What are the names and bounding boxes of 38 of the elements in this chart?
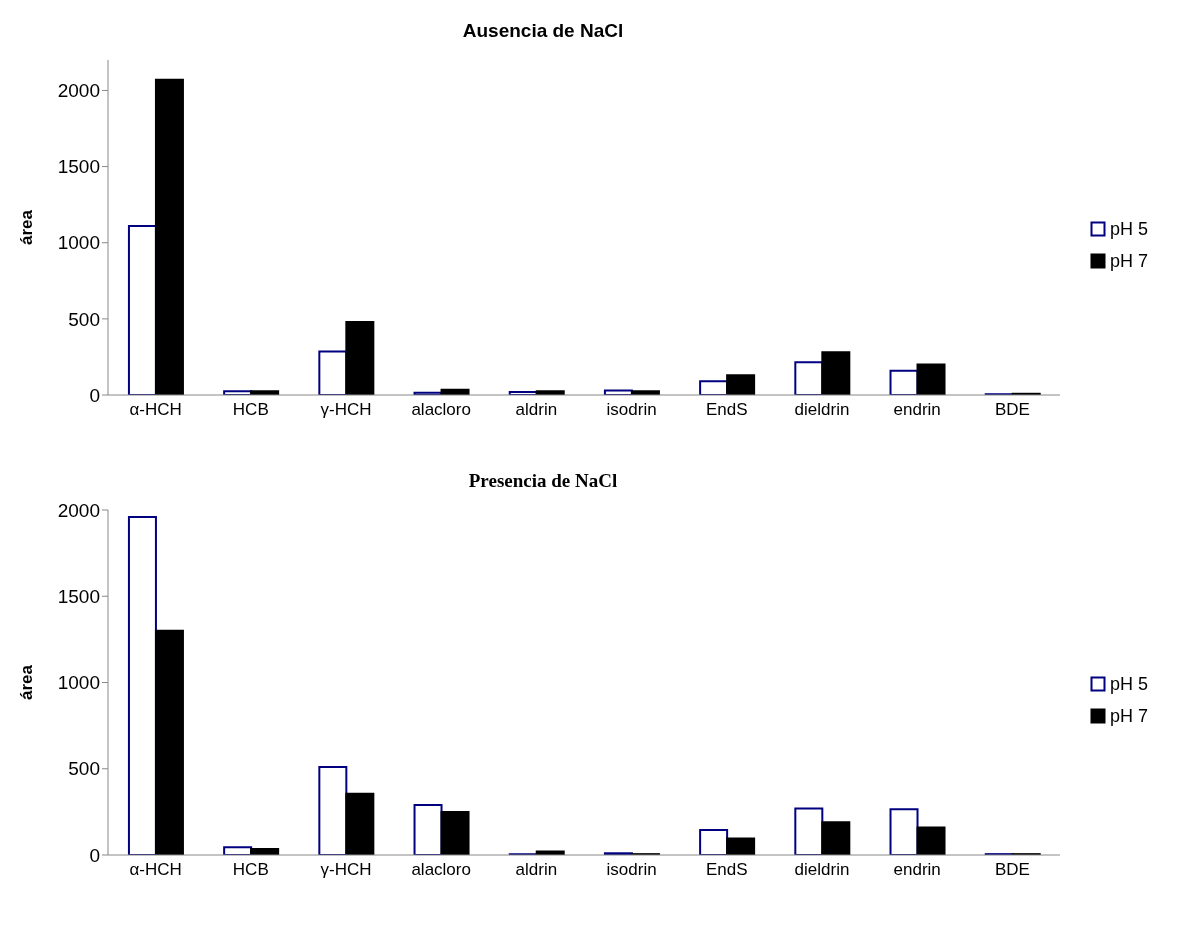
y-axis-title: área bbox=[17, 209, 37, 245]
y-tick-label: 1500 bbox=[57, 156, 100, 178]
legend-label: pH 7 bbox=[1109, 705, 1148, 728]
y-axis-title: área bbox=[17, 664, 37, 700]
x-tick-label: γ-HCH bbox=[320, 860, 372, 880]
y-tick-label: 500 bbox=[68, 758, 100, 780]
x-tick-label: aldrin bbox=[515, 860, 558, 880]
y-tick-label: 1500 bbox=[57, 585, 100, 607]
x-tick-label: dieldrin bbox=[794, 400, 850, 420]
x-tick-label: isodrin bbox=[606, 400, 657, 420]
x-tick-label: endrin bbox=[893, 860, 941, 880]
y-tick-label: 2000 bbox=[57, 499, 100, 521]
legend-label: pH 7 bbox=[1109, 250, 1148, 273]
x-tick-label: BDE bbox=[994, 860, 1030, 880]
x-tick-label: EndS bbox=[705, 860, 748, 880]
x-tick-label: alacloro bbox=[411, 860, 471, 880]
y-tick-label: 0 bbox=[89, 384, 100, 406]
x-tick-label: dieldrin bbox=[794, 860, 850, 880]
chart-title: Ausencia de NaCl bbox=[461, 20, 625, 43]
legend-label: pH 5 bbox=[1109, 673, 1148, 696]
x-tick-label: BDE bbox=[994, 400, 1030, 420]
legend-label: pH 5 bbox=[1109, 218, 1148, 241]
x-tick-label: α-HCH bbox=[129, 860, 182, 880]
y-tick-label: 2000 bbox=[57, 80, 100, 102]
chart-title: Presencia de NaCl bbox=[467, 470, 619, 493]
y-tick-label: 500 bbox=[68, 308, 100, 330]
x-tick-label: HCB bbox=[232, 400, 269, 420]
x-tick-label: γ-HCH bbox=[320, 400, 372, 420]
x-tick-label: HCB bbox=[232, 860, 269, 880]
y-tick-label: 1000 bbox=[57, 232, 100, 254]
x-tick-label: EndS bbox=[705, 400, 748, 420]
x-tick-label: endrin bbox=[893, 400, 941, 420]
x-tick-label: aldrin bbox=[515, 400, 558, 420]
x-tick-label: isodrin bbox=[606, 860, 657, 880]
x-tick-label: α-HCH bbox=[129, 400, 182, 420]
y-tick-label: 1000 bbox=[57, 672, 100, 694]
x-tick-label: alacloro bbox=[411, 400, 471, 420]
y-tick-label: 0 bbox=[89, 844, 100, 866]
